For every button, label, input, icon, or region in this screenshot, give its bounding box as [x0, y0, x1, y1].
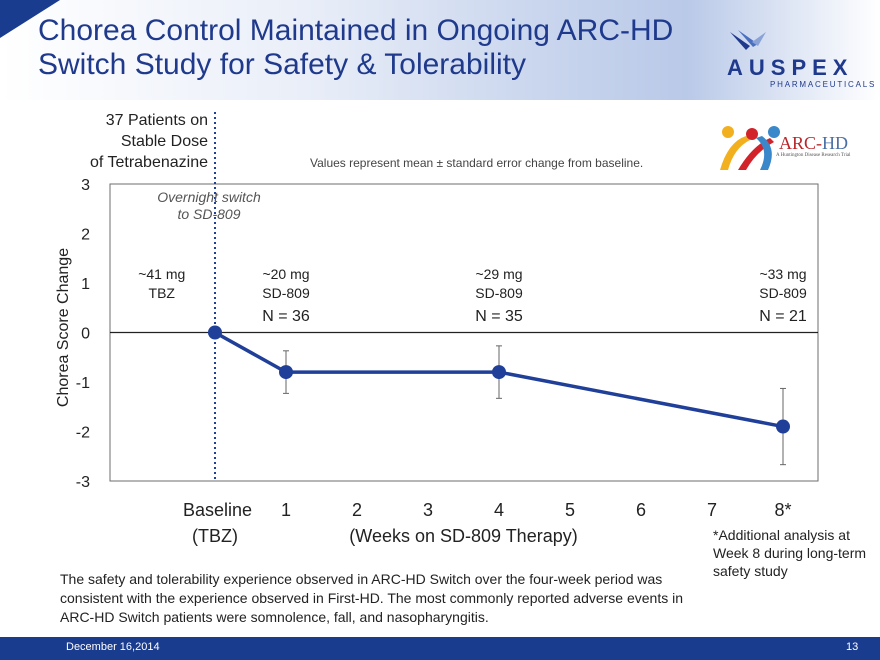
footnote: *Additional analysis at Week 8 during lo…: [713, 527, 867, 579]
sample-size-label: N = 36: [262, 308, 310, 325]
x-tick-label: 7: [707, 500, 717, 520]
sample-size-label: N = 35: [475, 308, 523, 325]
switch-label: Overnight switch: [157, 189, 261, 205]
x-tick-label: 2: [352, 500, 362, 520]
company-subtitle: PHARMACEUTICALS: [770, 80, 877, 89]
arc-hd-figures-icon: [720, 126, 780, 170]
page-number: 13: [846, 641, 859, 653]
x-axis-label: (Weeks on SD-809 Therapy): [349, 526, 577, 546]
arc-hd-subtitle: A Huntington Disease Research Trial: [776, 153, 851, 158]
company-name: AUSPEX: [727, 55, 854, 80]
switch-label: to SD-809: [177, 206, 240, 222]
stable-label-line: of Tetrabenazine: [89, 154, 208, 171]
chart-note: Values represent mean ± standard error c…: [310, 156, 644, 170]
x-tick-label: 4: [494, 500, 504, 520]
x-tick-sublabel: (TBZ): [192, 526, 238, 546]
auspex-bird-icon: [730, 30, 766, 50]
y-tick-label: 0: [81, 326, 90, 343]
y-tick-label: 1: [81, 276, 90, 293]
y-tick-label: 3: [81, 177, 90, 194]
chorea-chart: 3 2 1 0 -1 -2 -3 Chorea Score Change Baseline (TB…: [55, 112, 819, 546]
y-tick-label: 2: [81, 227, 90, 244]
x-tick-label: 6: [636, 500, 646, 520]
data-point: [492, 365, 506, 380]
arc-hd-title: ARC-HD: [779, 133, 849, 153]
header-band: [0, 0, 880, 100]
x-tick-label: 8*: [774, 500, 791, 520]
stable-dose-label: 37 Patients on Stable Dose of Tetrabenaz…: [62, 110, 208, 173]
sample-size-label: N = 21: [759, 308, 807, 325]
dose-label: ~41 mg: [138, 266, 185, 282]
y-tick-label: -2: [76, 425, 90, 442]
stable-label-line: Stable Dose: [120, 133, 208, 150]
drug-label: SD-809: [759, 285, 807, 301]
slide-title: Chorea Control Maintained in Ongoing ARC…: [38, 14, 674, 81]
x-tick-label: 1: [281, 500, 291, 520]
dose-label: ~20 mg: [262, 266, 309, 282]
series-line: [214, 330, 784, 429]
x-tick-label: 3: [423, 500, 433, 520]
drug-label: SD-809: [262, 285, 310, 301]
data-point: [776, 419, 790, 434]
data-point: [279, 365, 293, 380]
drug-label: TBZ: [149, 285, 176, 301]
dose-label: ~33 mg: [759, 266, 806, 282]
y-axis-label: Chorea Score Change: [55, 248, 72, 407]
summary-text: The safety and tolerability experience o…: [60, 571, 684, 625]
dose-label: ~29 mg: [475, 266, 522, 282]
stable-label-line: 37 Patients on: [105, 112, 208, 129]
data-point: [208, 325, 222, 340]
x-tick-label: 5: [565, 500, 575, 520]
y-tick-label: -1: [76, 375, 90, 392]
corner-triangle: [0, 0, 60, 38]
x-tick-label: Baseline: [183, 500, 252, 520]
drug-label: SD-809: [475, 285, 523, 301]
footer-date: December 16,2014: [66, 641, 160, 653]
y-tick-label: -3: [76, 474, 90, 491]
footer-bar: [0, 637, 880, 660]
